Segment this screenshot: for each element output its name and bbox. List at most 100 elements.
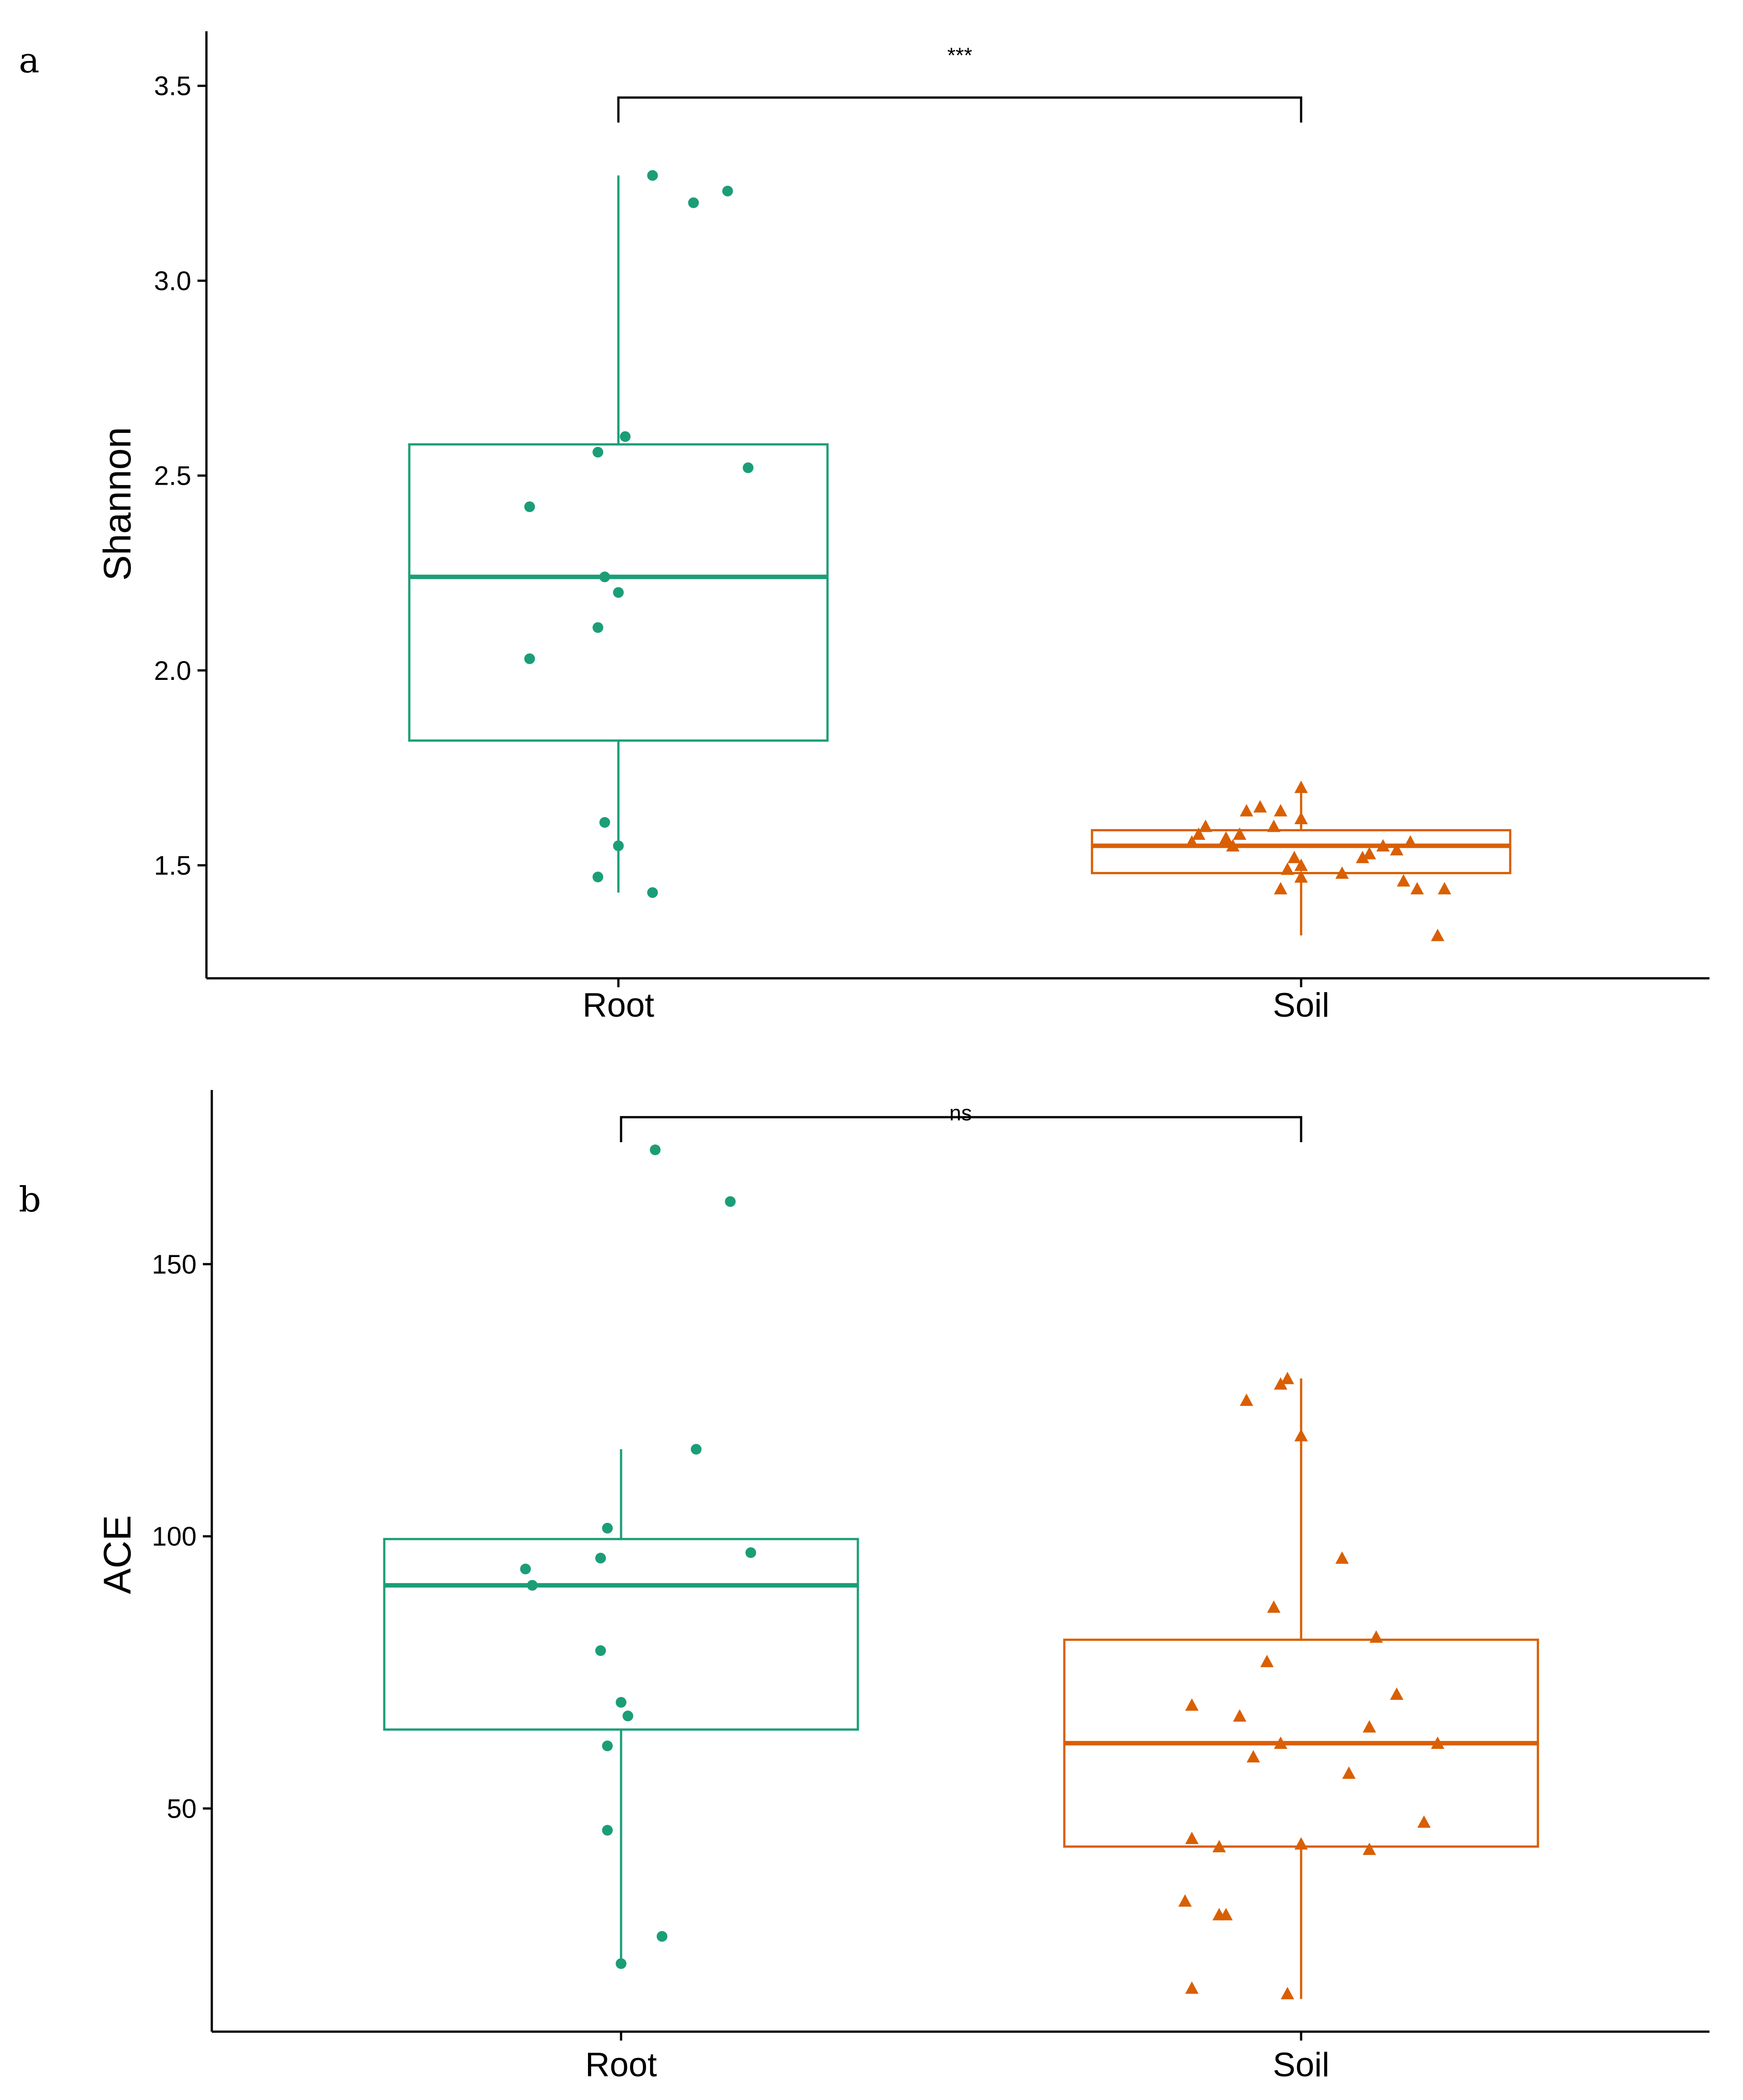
point-root	[613, 840, 624, 851]
panel-b-significance-label: ns	[949, 1102, 972, 1125]
panel-a-y-axis-label: Shannon	[96, 427, 139, 581]
point-soil	[1390, 1687, 1403, 1700]
point-soil	[1247, 1750, 1260, 1763]
point-soil	[1253, 800, 1267, 813]
point-root	[620, 431, 631, 442]
panel-a-y-ticks: 1.5 2.0 2.5 3.0 3.5	[154, 71, 206, 880]
point-soil	[1335, 1551, 1349, 1564]
point-soil	[1410, 882, 1424, 895]
point-root	[616, 1697, 626, 1708]
point-soil	[1362, 847, 1376, 859]
point-soil	[1369, 1630, 1383, 1643]
point-soil	[1294, 812, 1308, 825]
y-tick-label: 50	[167, 1794, 197, 1823]
point-soil	[1185, 1832, 1199, 1844]
y-tick-label: 3.5	[154, 71, 191, 101]
point-soil	[1281, 862, 1294, 875]
point-root	[616, 1958, 626, 1969]
panel-a-marks	[408, 96, 1512, 941]
point-soil	[1335, 866, 1349, 879]
point-root	[602, 1825, 613, 1836]
point-root	[524, 653, 535, 664]
point-soil	[1376, 839, 1390, 852]
point-soil	[1274, 1736, 1288, 1749]
point-soil	[1362, 1720, 1376, 1733]
point-soil	[1239, 804, 1253, 817]
point-soil	[1274, 1377, 1288, 1390]
point-root	[592, 872, 604, 883]
point-root	[602, 1740, 613, 1752]
point-root	[743, 462, 754, 474]
point-soil	[1226, 839, 1240, 852]
point-root	[599, 571, 610, 583]
point-soil	[1287, 851, 1301, 863]
point-root	[613, 587, 624, 598]
point-soil	[1185, 1698, 1199, 1711]
point-root	[688, 197, 699, 208]
point-root	[722, 185, 733, 197]
point-soil	[1233, 827, 1247, 840]
point-root	[691, 1444, 702, 1455]
panel-b-x-tick-label-soil: Soil	[1273, 2046, 1330, 2084]
point-soil	[1342, 1766, 1356, 1779]
y-tick-label: 1.5	[154, 851, 191, 880]
point-soil	[1437, 882, 1451, 895]
point-root	[599, 817, 610, 828]
point-root	[602, 1522, 613, 1534]
point-soil	[1219, 831, 1233, 844]
panel-a-x-tick-label-root: Root	[583, 986, 655, 1024]
point-soil	[1294, 858, 1308, 871]
box-iqr	[383, 1538, 859, 1731]
point-soil	[1233, 1709, 1247, 1722]
panel-b: b ACE Root Soil ns 50 100 150	[19, 1090, 1709, 2084]
point-soil	[1397, 874, 1411, 887]
point-soil	[1281, 1987, 1294, 1999]
point-soil	[1274, 804, 1288, 817]
panel-b-y-axis-label: ACE	[96, 1515, 139, 1594]
panel-b-x-tick-label-root: Root	[585, 2046, 657, 2084]
point-root	[520, 1563, 531, 1575]
point-root	[650, 1144, 661, 1156]
point-root	[524, 501, 535, 512]
panel-a-x-tick-label-soil: Soil	[1273, 986, 1330, 1024]
panel-b-marks	[383, 1116, 1539, 1999]
point-soil	[1185, 835, 1199, 848]
y-tick-label: 3.0	[154, 266, 191, 296]
point-soil	[1192, 827, 1205, 840]
point-soil	[1294, 870, 1308, 883]
significance-bracket	[620, 1116, 1302, 1142]
panel-a-significance-label: ***	[947, 44, 972, 67]
point-soil	[1356, 851, 1369, 863]
panel-a: a Shannon Root Soil *** 1.5 2.0 2.5 3.0 3.5	[19, 31, 1709, 1024]
point-root	[745, 1547, 756, 1558]
point-soil	[1178, 1894, 1192, 1907]
point-root	[647, 887, 658, 898]
point-soil	[1294, 1837, 1308, 1850]
y-tick-label: 150	[152, 1249, 197, 1279]
y-tick-label: 2.0	[154, 656, 191, 686]
point-soil	[1362, 1842, 1376, 1855]
point-root	[527, 1580, 538, 1591]
point-soil	[1267, 1600, 1281, 1613]
panel-b-letter: b	[19, 1180, 41, 1220]
point-soil	[1274, 882, 1288, 895]
point-root	[656, 1931, 668, 1942]
point-soil	[1417, 1815, 1431, 1828]
point-soil	[1260, 1655, 1274, 1668]
point-root	[647, 170, 658, 181]
point-soil	[1403, 835, 1417, 848]
box-iqr	[408, 443, 829, 742]
point-soil	[1294, 1429, 1308, 1442]
box-root	[383, 1449, 859, 1961]
point-soil	[1239, 1393, 1253, 1406]
point-soil	[1199, 819, 1213, 832]
point-soil	[1212, 1840, 1226, 1853]
y-tick-label: 100	[152, 1522, 197, 1551]
point-root	[725, 1196, 736, 1207]
point-soil	[1185, 1981, 1199, 1994]
point-soil	[1294, 780, 1308, 793]
panel-b-y-ticks: 50 100 150	[152, 1249, 212, 1823]
point-soil	[1431, 1736, 1445, 1749]
point-root	[592, 447, 604, 458]
